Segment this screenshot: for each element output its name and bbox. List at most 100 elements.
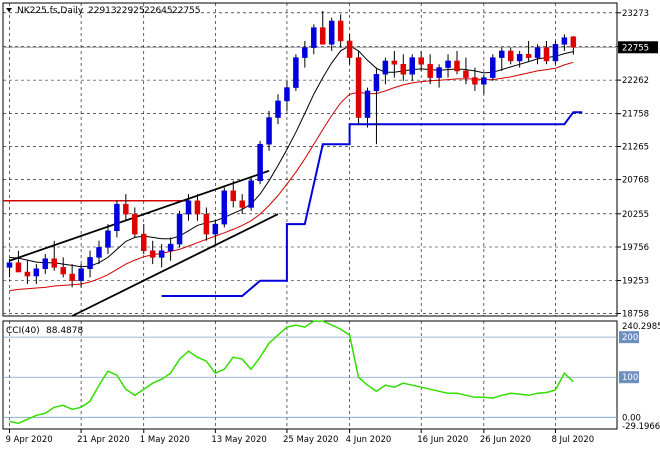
candle-down [427, 64, 433, 78]
cci-level-tag [619, 371, 639, 384]
candle-up [176, 213, 183, 245]
candle-up [212, 223, 219, 235]
x-tick-label: 4 Jun 2020 [346, 435, 392, 445]
candle-up [552, 44, 559, 62]
candle-down [320, 27, 326, 45]
candle-up [257, 143, 263, 182]
candle-up [6, 262, 13, 268]
candle-down [230, 190, 236, 202]
candle-up [33, 268, 40, 277]
chart-header: NK225.fs,Daily 22913 22925 22645 22755 [6, 6, 201, 16]
candle-down [570, 36, 577, 48]
candle-down [525, 54, 532, 58]
y-tick-label: 21758 [622, 110, 649, 120]
candle-up [382, 60, 389, 75]
grid [3, 3, 617, 429]
ohlc-low: 22645 [144, 6, 173, 16]
candles [6, 10, 577, 288]
indicator-header: CCI(40) 88.4878 [6, 326, 83, 336]
candle-down [472, 77, 478, 85]
y-tick-label: 21265 [622, 143, 649, 153]
cci-line [9, 320, 574, 425]
candle-down [355, 57, 362, 118]
x-tick-label: 26 Jun 2020 [480, 435, 531, 445]
candle-down [69, 273, 75, 281]
candle-down [543, 47, 550, 62]
x-tick-label: 1 May 2020 [140, 435, 190, 445]
candle-up [499, 50, 505, 58]
x-tick-label: 8 Jul 2020 [551, 435, 594, 445]
y-tick-label: 20255 [622, 210, 649, 220]
indicator-value: 88.4878 [46, 326, 83, 336]
cci-level-label: 100 [622, 373, 638, 383]
candle-down [24, 271, 31, 277]
candle-down [418, 57, 424, 65]
candle-down [194, 200, 201, 215]
candle-up [364, 90, 371, 118]
y-tick-label: 19756 [622, 243, 649, 253]
overlays [3, 45, 617, 317]
y-tick-label: 19253 [622, 277, 649, 287]
ma-fast-line [9, 45, 574, 268]
candle-up [373, 74, 380, 92]
y-tick-label: 20768 [622, 176, 649, 186]
candle-up [561, 37, 568, 45]
candle-down [400, 64, 407, 75]
y-tick-label: 18758 [622, 309, 649, 319]
candle-down [15, 262, 22, 273]
candle-down [346, 40, 353, 58]
cci-tick-label: 240.2985 [622, 322, 660, 332]
cci-lines [9, 320, 574, 425]
candle-down [337, 20, 344, 42]
y-tick-label: 23273 [622, 9, 649, 19]
candle-up [42, 258, 49, 269]
cci-level-label: 200 [622, 333, 638, 343]
current-price-tag [618, 41, 658, 54]
candle-down [132, 213, 138, 235]
candle-down [391, 60, 398, 65]
x-tick-label: 9 Apr 2020 [6, 435, 53, 445]
candle-down [123, 203, 129, 215]
x-tick-label: 16 Jun 2020 [417, 435, 468, 445]
step-line [161, 111, 583, 297]
candle-down [507, 50, 514, 62]
y-tick-label: 22262 [622, 76, 649, 86]
candle-down [463, 70, 469, 78]
trendline [71, 213, 279, 317]
candle-up [328, 20, 335, 45]
cci-tick-label: -29.1966 [622, 422, 660, 432]
trendline [9, 169, 270, 262]
x-tick-label: 21 Apr 2020 [77, 435, 130, 445]
cci-level-tag [619, 331, 639, 344]
candle-up [248, 180, 254, 208]
candle-down [454, 60, 460, 72]
candle-up [311, 27, 317, 48]
x-tick-label: 25 May 2020 [283, 435, 338, 445]
candle-down [141, 233, 147, 251]
candle-up [158, 250, 165, 258]
candle-up [78, 268, 84, 281]
candle-up [105, 230, 111, 248]
candle-up [221, 190, 228, 225]
candle-down [51, 258, 57, 268]
chart-frame [2, 2, 618, 430]
candle-up [87, 257, 93, 269]
candle-up [516, 54, 523, 62]
candle-up [275, 100, 281, 118]
candle-up [96, 247, 102, 258]
candle-up [302, 47, 308, 58]
candle-up [534, 47, 541, 58]
cci-tick-label: 0.00 [622, 413, 641, 423]
chart-title: NK225.fs,Daily [17, 6, 84, 16]
candle-down [203, 213, 210, 235]
candle-up [114, 203, 120, 232]
candle-up [445, 60, 451, 68]
indicator-title: CCI(40) [6, 326, 40, 336]
collapse-triangle-icon[interactable] [6, 8, 12, 12]
main-panel [2, 2, 618, 317]
axes: 9 Apr 2020 21 Apr 2020 1 May 2020 13 May 20… [6, 9, 660, 445]
candle-up [409, 57, 415, 75]
candle-up [481, 77, 487, 85]
ohlc-close: 22755 [172, 6, 201, 16]
